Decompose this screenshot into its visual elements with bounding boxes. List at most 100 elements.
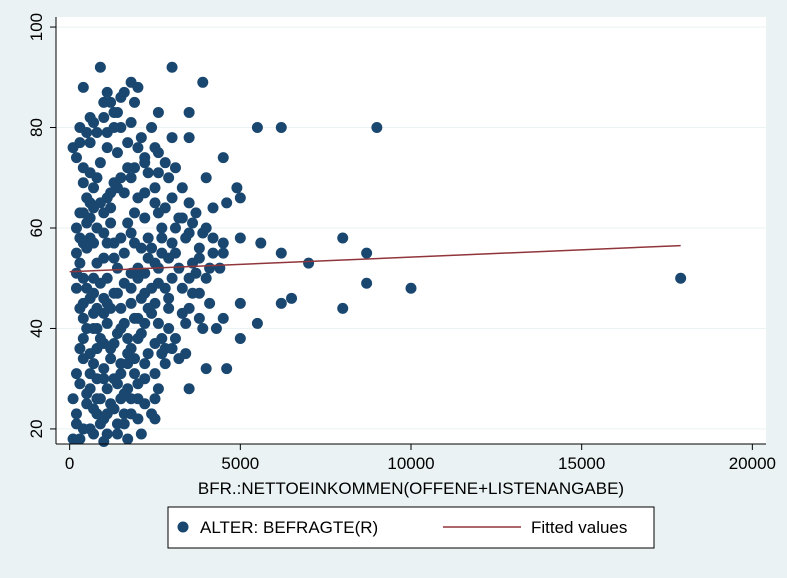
data-point	[122, 433, 134, 445]
data-point	[77, 333, 89, 345]
data-point	[163, 302, 175, 314]
data-point	[166, 192, 178, 204]
data-point	[74, 378, 86, 390]
data-point	[234, 297, 246, 309]
data-point	[231, 182, 243, 194]
data-point	[77, 81, 89, 93]
data-point	[70, 152, 82, 164]
data-point	[146, 242, 158, 254]
data-point	[122, 383, 134, 395]
scatter-points	[67, 61, 687, 447]
data-point	[149, 338, 161, 350]
data-point	[149, 297, 161, 309]
data-point	[180, 317, 192, 329]
data-point	[675, 272, 687, 284]
data-point	[149, 368, 161, 380]
data-point	[190, 267, 202, 279]
data-point	[163, 172, 175, 184]
data-point	[77, 353, 89, 365]
data-point	[193, 312, 205, 324]
y-tick-label-80: 80	[27, 118, 46, 137]
data-point	[81, 398, 93, 410]
data-point	[183, 197, 195, 209]
data-point	[152, 106, 164, 118]
data-point	[275, 247, 287, 259]
data-point	[84, 137, 96, 149]
data-point	[234, 192, 246, 204]
data-point	[200, 272, 212, 284]
data-point	[200, 363, 212, 375]
x-axis-ticks: 0 5000 10000 15000 20000	[65, 444, 776, 473]
data-point	[118, 277, 130, 289]
data-point	[169, 333, 181, 345]
data-point	[139, 358, 151, 370]
data-point	[111, 182, 123, 194]
data-point	[98, 292, 110, 304]
data-point	[88, 116, 100, 128]
data-point	[94, 61, 106, 73]
data-point	[74, 207, 86, 219]
data-point	[142, 348, 154, 360]
data-point	[221, 197, 233, 209]
data-point	[169, 247, 181, 259]
data-point	[142, 252, 154, 264]
data-point	[101, 192, 113, 204]
data-point	[139, 212, 151, 224]
data-point	[101, 317, 113, 329]
data-point	[125, 297, 137, 309]
data-point	[207, 247, 219, 259]
data-point	[125, 343, 137, 355]
data-point	[125, 393, 137, 405]
data-point	[251, 122, 263, 134]
data-point	[70, 282, 82, 294]
data-point	[337, 302, 349, 314]
data-point	[159, 358, 171, 370]
data-point	[129, 96, 141, 108]
data-point	[129, 237, 141, 249]
data-point	[84, 383, 96, 395]
data-point	[152, 207, 164, 219]
data-point	[125, 227, 137, 239]
data-point	[163, 292, 175, 304]
data-point	[91, 408, 103, 420]
data-point	[111, 106, 123, 118]
data-point	[275, 297, 287, 309]
data-point	[111, 428, 123, 440]
data-point	[214, 262, 226, 274]
data-point	[166, 237, 178, 249]
data-point	[132, 312, 144, 324]
data-point	[94, 418, 106, 430]
data-point	[91, 343, 103, 355]
data-point	[101, 383, 113, 395]
y-tick-label-20: 20	[27, 419, 46, 438]
data-point	[91, 172, 103, 184]
data-point	[197, 227, 209, 239]
data-point	[101, 408, 113, 420]
x-tick-label-15000: 15000	[558, 454, 605, 473]
data-point	[180, 348, 192, 360]
data-point	[173, 212, 185, 224]
data-point	[108, 338, 120, 350]
data-point	[118, 247, 130, 259]
data-point	[149, 393, 161, 405]
data-point	[74, 257, 86, 269]
data-point	[361, 277, 373, 289]
data-point	[70, 368, 82, 380]
x-tick-label-0: 0	[65, 454, 74, 473]
data-point	[187, 217, 199, 229]
data-point	[88, 322, 100, 334]
data-point	[105, 302, 117, 314]
data-point	[108, 252, 120, 264]
data-point	[217, 247, 229, 259]
data-point	[67, 433, 79, 445]
data-point	[88, 202, 100, 214]
data-point	[173, 262, 185, 274]
data-point	[210, 322, 222, 334]
y-axis-ticks: 20 40 60 80 100	[27, 13, 56, 438]
data-point	[98, 207, 110, 219]
data-point	[98, 252, 110, 264]
data-point	[221, 363, 233, 375]
data-point	[91, 302, 103, 314]
data-point	[132, 142, 144, 154]
legend-box	[167, 506, 655, 549]
